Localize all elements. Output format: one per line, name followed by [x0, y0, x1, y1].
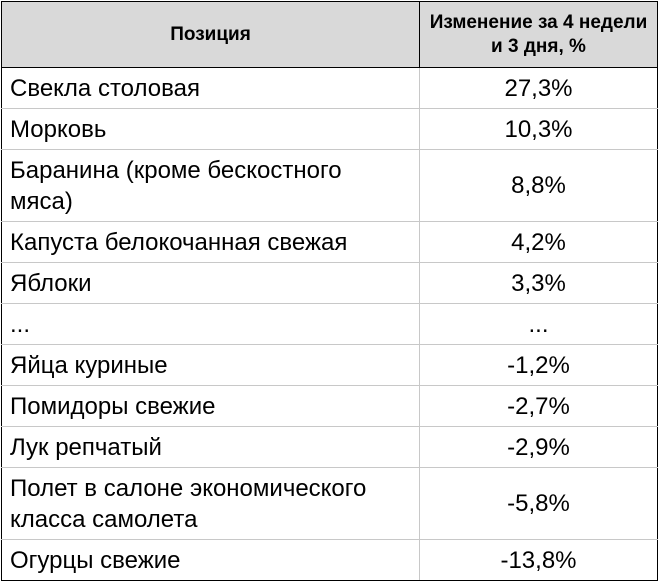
row-value: 27,3% [419, 67, 658, 109]
table-row: Морковь 10,3% [1, 108, 658, 150]
table-header: Позиция Изменение за 4 недели и 3 дня, % [1, 1, 658, 68]
row-name: Яйца куриные [1, 344, 420, 386]
row-value: 10,3% [419, 108, 658, 150]
table-row: Свекла столовая 27,3% [1, 67, 658, 109]
table-row: Яблоки 3,3% [1, 262, 658, 304]
table-row: Лук репчатый -2,9% [1, 426, 658, 468]
table-row: ... ... [1, 303, 658, 345]
table-row: Баранина (кроме бескостного мяса) 8,8% [1, 149, 658, 222]
header-change: Изменение за 4 недели и 3 дня, % [419, 1, 658, 68]
row-value: -1,2% [419, 344, 658, 386]
row-value: 3,3% [419, 262, 658, 304]
table-row: Помидоры свежие -2,7% [1, 385, 658, 427]
header-row: Позиция Изменение за 4 недели и 3 дня, % [1, 1, 658, 68]
row-value: -5,8% [419, 467, 658, 540]
row-name: Капуста белокочанная свежая [1, 221, 420, 263]
row-value: -2,9% [419, 426, 658, 468]
row-value: 8,8% [419, 149, 658, 222]
row-value: 4,2% [419, 221, 658, 263]
row-name: Морковь [1, 108, 420, 150]
row-name: Яблоки [1, 262, 420, 304]
row-name: Лук репчатый [1, 426, 420, 468]
table-body: Свекла столовая 27,3% Морковь 10,3% Бара… [1, 67, 658, 581]
row-name: Баранина (кроме бескостного мяса) [1, 149, 420, 222]
row-name: Свекла столовая [1, 67, 420, 109]
row-name: Помидоры свежие [1, 385, 420, 427]
row-name: Огурцы свежие [1, 539, 420, 581]
row-value: -13,8% [419, 539, 658, 581]
table-row: Яйца куриные -1,2% [1, 344, 658, 386]
table-row: Огурцы свежие -13,8% [1, 539, 658, 581]
row-value: ... [419, 303, 658, 345]
table-row: Капуста белокочанная свежая 4,2% [1, 221, 658, 263]
row-name: Полет в салоне экономического класса сам… [1, 467, 420, 540]
row-name: ... [1, 303, 420, 345]
header-position: Позиция [1, 1, 420, 68]
row-value: -2,7% [419, 385, 658, 427]
table-row: Полет в салоне экономического класса сам… [1, 467, 658, 540]
